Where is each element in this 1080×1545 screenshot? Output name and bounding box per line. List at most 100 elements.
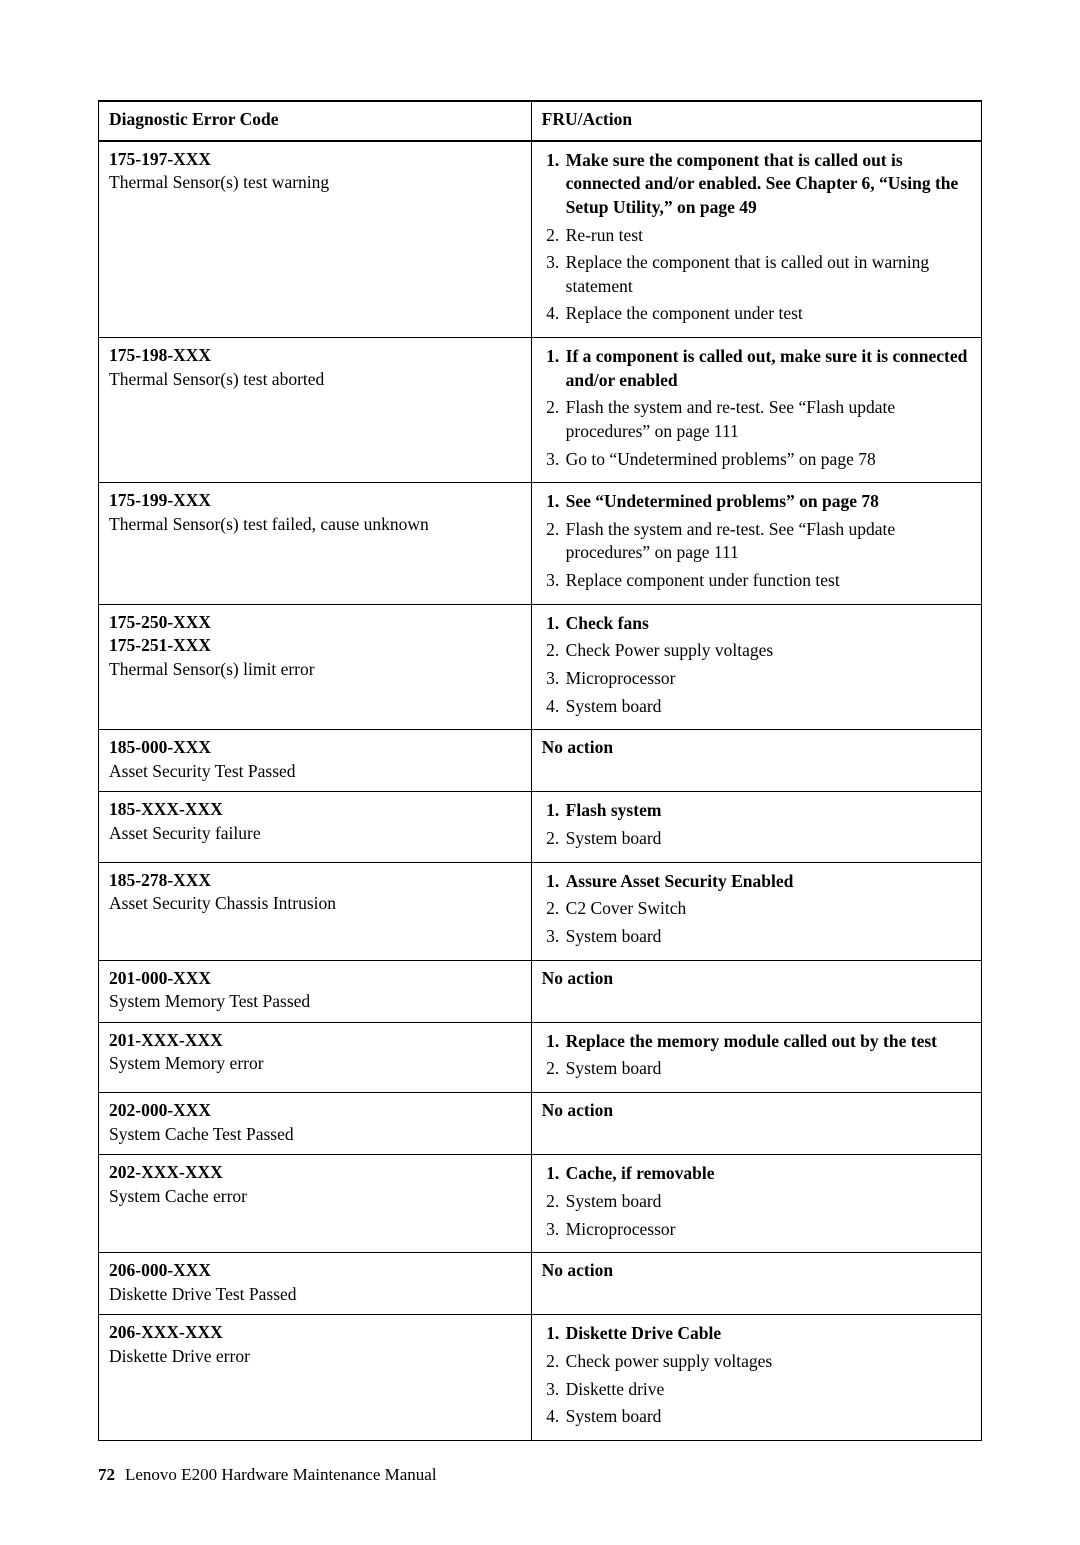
action-item: Flash system [564, 798, 971, 826]
no-action-label: No action [542, 736, 971, 760]
error-code: 202-000-XXX [109, 1099, 521, 1123]
page-footer: 72 Lenovo E200 Hardware Maintenance Manu… [98, 1465, 982, 1485]
action-list: Assure Asset Security EnabledC2 Cover Sw… [542, 869, 971, 952]
table-row: 202-XXX-XXXSystem Cache errorCache, if r… [99, 1155, 982, 1253]
error-code: 175-198-XXX [109, 344, 521, 368]
error-description: Asset Security failure [109, 822, 521, 846]
error-description: System Cache Test Passed [109, 1123, 521, 1147]
cell-diagnostic-code: 185-000-XXXAsset Security Test Passed [99, 730, 532, 792]
action-item: Replace the component under test [564, 301, 971, 329]
action-item: Flash the system and re-test. See “Flash… [564, 395, 971, 446]
diagnostic-table: Diagnostic Error Code FRU/Action 175-197… [98, 100, 982, 1441]
table-row: 206-XXX-XXXDiskette Drive errorDiskette … [99, 1315, 982, 1441]
cell-fru-action: Cache, if removableSystem boardMicroproc… [531, 1155, 981, 1253]
table-row: 185-278-XXXAsset Security Chassis Intrus… [99, 862, 982, 960]
cell-fru-action: Replace the memory module called out by … [531, 1022, 981, 1092]
cell-diagnostic-code: 175-197-XXXThermal Sensor(s) test warnin… [99, 141, 532, 338]
header-fru-action: FRU/Action [531, 101, 981, 141]
no-action-label: No action [542, 967, 971, 991]
cell-fru-action: No action [531, 1093, 981, 1155]
action-list: Check fansCheck Power supply voltagesMic… [542, 611, 971, 722]
table-row: 175-198-XXXThermal Sensor(s) test aborte… [99, 338, 982, 483]
error-code: 206-000-XXX [109, 1259, 521, 1283]
action-item: Microprocessor [564, 666, 971, 694]
action-item: Re-run test [564, 223, 971, 251]
cell-diagnostic-code: 201-XXX-XXXSystem Memory error [99, 1022, 532, 1092]
action-item: Diskette drive [564, 1377, 971, 1405]
cell-fru-action: No action [531, 960, 981, 1022]
page: Diagnostic Error Code FRU/Action 175-197… [0, 0, 1080, 1545]
error-code: 202-XXX-XXX [109, 1161, 521, 1185]
action-item: If a component is called out, make sure … [564, 344, 971, 395]
table-row: 201-000-XXXSystem Memory Test Passed No a… [99, 960, 982, 1022]
action-list: Make sure the component that is called o… [542, 148, 971, 329]
cell-fru-action: See “Undetermined problems” on page 78Fl… [531, 483, 981, 605]
error-description: System Memory Test Passed [109, 990, 521, 1014]
action-list: Flash systemSystem board [542, 798, 971, 853]
table-header-row: Diagnostic Error Code FRU/Action [99, 101, 982, 141]
cell-fru-action: No action [531, 1253, 981, 1315]
cell-fru-action: Make sure the component that is called o… [531, 141, 981, 338]
action-item: System board [564, 1404, 971, 1432]
cell-diagnostic-code: 175-250-XXX175-251-XXXThermal Sensor(s) … [99, 604, 532, 730]
cell-diagnostic-code: 175-199-XXXThermal Sensor(s) test failed… [99, 483, 532, 605]
cell-diagnostic-code: 202-000-XXXSystem Cache Test Passed [99, 1093, 532, 1155]
action-item: Replace the memory module called out by … [564, 1029, 971, 1057]
action-item: Check Power supply voltages [564, 638, 971, 666]
action-item: System board [564, 694, 971, 722]
cell-diagnostic-code: 201-000-XXXSystem Memory Test Passed [99, 960, 532, 1022]
action-item: Diskette Drive Cable [564, 1321, 971, 1349]
footer-title: Lenovo E200 Hardware Maintenance Manual [125, 1465, 437, 1485]
error-description: Thermal Sensor(s) test warning [109, 171, 521, 195]
cell-fru-action: Check fansCheck Power supply voltagesMic… [531, 604, 981, 730]
cell-diagnostic-code: 185-278-XXXAsset Security Chassis Intrus… [99, 862, 532, 960]
table-row: 175-197-XXXThermal Sensor(s) test warnin… [99, 141, 982, 338]
error-code: 185-000-XXX [109, 736, 521, 760]
action-list: Cache, if removableSystem boardMicroproc… [542, 1161, 971, 1244]
table-row: 185-000-XXXAsset Security Test Passed No … [99, 730, 982, 792]
error-code: 201-000-XXX [109, 967, 521, 991]
error-description: Diskette Drive Test Passed [109, 1283, 521, 1307]
table-row: 175-250-XXX175-251-XXXThermal Sensor(s) … [99, 604, 982, 730]
error-code: 175-250-XXX [109, 611, 521, 635]
action-item: See “Undetermined problems” on page 78 [564, 489, 971, 517]
error-description: Asset Security Test Passed [109, 760, 521, 784]
error-description: Thermal Sensor(s) limit error [109, 658, 521, 682]
action-item: Check fans [564, 611, 971, 639]
error-code: 201-XXX-XXX [109, 1029, 521, 1053]
action-item: Replace component under function test [564, 568, 971, 596]
cell-diagnostic-code: 202-XXX-XXXSystem Cache error [99, 1155, 532, 1253]
cell-diagnostic-code: 185-XXX-XXXAsset Security failure [99, 792, 532, 862]
error-code: 175-251-XXX [109, 634, 521, 658]
action-item: System board [564, 1189, 971, 1217]
error-code: 175-197-XXX [109, 148, 521, 172]
header-diagnostic-code: Diagnostic Error Code [99, 101, 532, 141]
action-item: System board [564, 826, 971, 854]
action-item: C2 Cover Switch [564, 896, 971, 924]
action-item: System board [564, 1056, 971, 1084]
action-item: System board [564, 924, 971, 952]
error-description: Diskette Drive error [109, 1345, 521, 1369]
error-description: Asset Security Chassis Intrusion [109, 892, 521, 916]
action-item: Check power supply voltages [564, 1349, 971, 1377]
action-list: If a component is called out, make sure … [542, 344, 971, 474]
page-number: 72 [98, 1465, 115, 1485]
cell-fru-action: Assure Asset Security EnabledC2 Cover Sw… [531, 862, 981, 960]
error-description: Thermal Sensor(s) test failed, cause unk… [109, 513, 521, 537]
action-item: Make sure the component that is called o… [564, 148, 971, 223]
action-item: Microprocessor [564, 1217, 971, 1245]
action-item: Flash the system and re-test. See “Flash… [564, 517, 971, 568]
table-row: 202-000-XXXSystem Cache Test PassedNo ac… [99, 1093, 982, 1155]
cell-fru-action: Flash systemSystem board [531, 792, 981, 862]
table-row: 206-000-XXXDiskette Drive Test PassedNo … [99, 1253, 982, 1315]
error-code: 175-199-XXX [109, 489, 521, 513]
action-list: See “Undetermined problems” on page 78Fl… [542, 489, 971, 596]
cell-diagnostic-code: 206-XXX-XXXDiskette Drive error [99, 1315, 532, 1441]
table-row: 185-XXX-XXXAsset Security failureFlash s… [99, 792, 982, 862]
table-row: 175-199-XXXThermal Sensor(s) test failed… [99, 483, 982, 605]
error-description: System Cache error [109, 1185, 521, 1209]
cell-diagnostic-code: 206-000-XXXDiskette Drive Test Passed [99, 1253, 532, 1315]
cell-diagnostic-code: 175-198-XXXThermal Sensor(s) test aborte… [99, 338, 532, 483]
table-row: 201-XXX-XXXSystem Memory error Replace th… [99, 1022, 982, 1092]
cell-fru-action: Diskette Drive CableCheck power supply v… [531, 1315, 981, 1441]
